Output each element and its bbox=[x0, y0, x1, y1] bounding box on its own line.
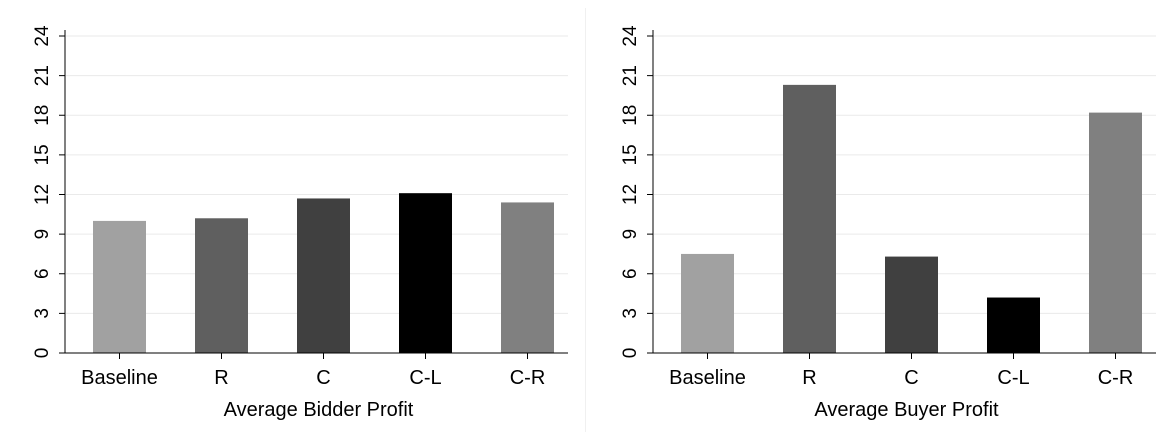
bar-c-r bbox=[501, 202, 554, 353]
bar-chart-bidder-profit: 0 3 6 9 12 15 18 21 24 Baseline R C C-L C-R Average Bi… bbox=[32, 25, 568, 421]
y-tick-label: 21 bbox=[620, 65, 641, 86]
bar-c bbox=[297, 198, 350, 353]
bar-chart-buyer-profit: 0 3 6 9 12 15 18 21 24 Baseline R C C-L C-R Average Bu… bbox=[620, 25, 1156, 421]
y-tick-label: 15 bbox=[620, 144, 641, 165]
y-tick-label: 24 bbox=[32, 25, 53, 47]
x-tick-label: Baseline bbox=[81, 367, 158, 389]
bar-c-r bbox=[1089, 112, 1142, 353]
x-tick-label: C-R bbox=[1098, 367, 1134, 389]
y-tick-label: 18 bbox=[620, 105, 641, 126]
chart-panel-bidder-profit: 0 3 6 9 12 15 18 21 24 Baseline R C C-L C-R Average Bi… bbox=[0, 0, 588, 432]
bar-baseline bbox=[93, 220, 146, 353]
y-tick-label: 9 bbox=[32, 229, 53, 240]
y-tick-label: 9 bbox=[620, 229, 641, 240]
x-tick-label: C-L bbox=[409, 367, 441, 389]
y-tick-label: 3 bbox=[620, 308, 641, 319]
y-tick-label: 21 bbox=[32, 65, 53, 86]
x-tick-label: C-L bbox=[997, 367, 1029, 389]
x-axis-title: Average Buyer Profit bbox=[814, 399, 999, 421]
bar-c-l bbox=[987, 297, 1040, 353]
y-tick-label: 18 bbox=[32, 105, 53, 126]
y-tick-label: 12 bbox=[620, 184, 641, 205]
x-tick-label: C-R bbox=[510, 367, 546, 389]
y-tick-label: 3 bbox=[32, 308, 53, 319]
x-tick-label: R bbox=[802, 367, 816, 389]
y-tick-label: 24 bbox=[620, 25, 641, 47]
y-tick-label: 0 bbox=[620, 348, 641, 359]
bar-r bbox=[195, 218, 248, 353]
bar-r bbox=[783, 84, 836, 353]
x-tick-label: Baseline bbox=[669, 367, 746, 389]
bar-baseline bbox=[681, 253, 734, 353]
x-tick-label: C bbox=[904, 367, 918, 389]
y-tick-label: 6 bbox=[32, 268, 53, 279]
y-tick-label: 12 bbox=[32, 184, 53, 205]
y-tick-label: 15 bbox=[32, 144, 53, 165]
bar-c-l bbox=[399, 193, 452, 353]
chart-panel-buyer-profit: 0 3 6 9 12 15 18 21 24 Baseline R C C-L C-R Average Bu… bbox=[588, 0, 1176, 432]
x-axis-title: Average Bidder Profit bbox=[224, 399, 414, 421]
x-tick-label: C bbox=[316, 367, 330, 389]
y-tick-label: 6 bbox=[620, 268, 641, 279]
bar-c bbox=[885, 256, 938, 353]
y-tick-label: 0 bbox=[32, 348, 53, 359]
x-tick-label: R bbox=[214, 367, 228, 389]
panel-divider bbox=[585, 8, 586, 432]
